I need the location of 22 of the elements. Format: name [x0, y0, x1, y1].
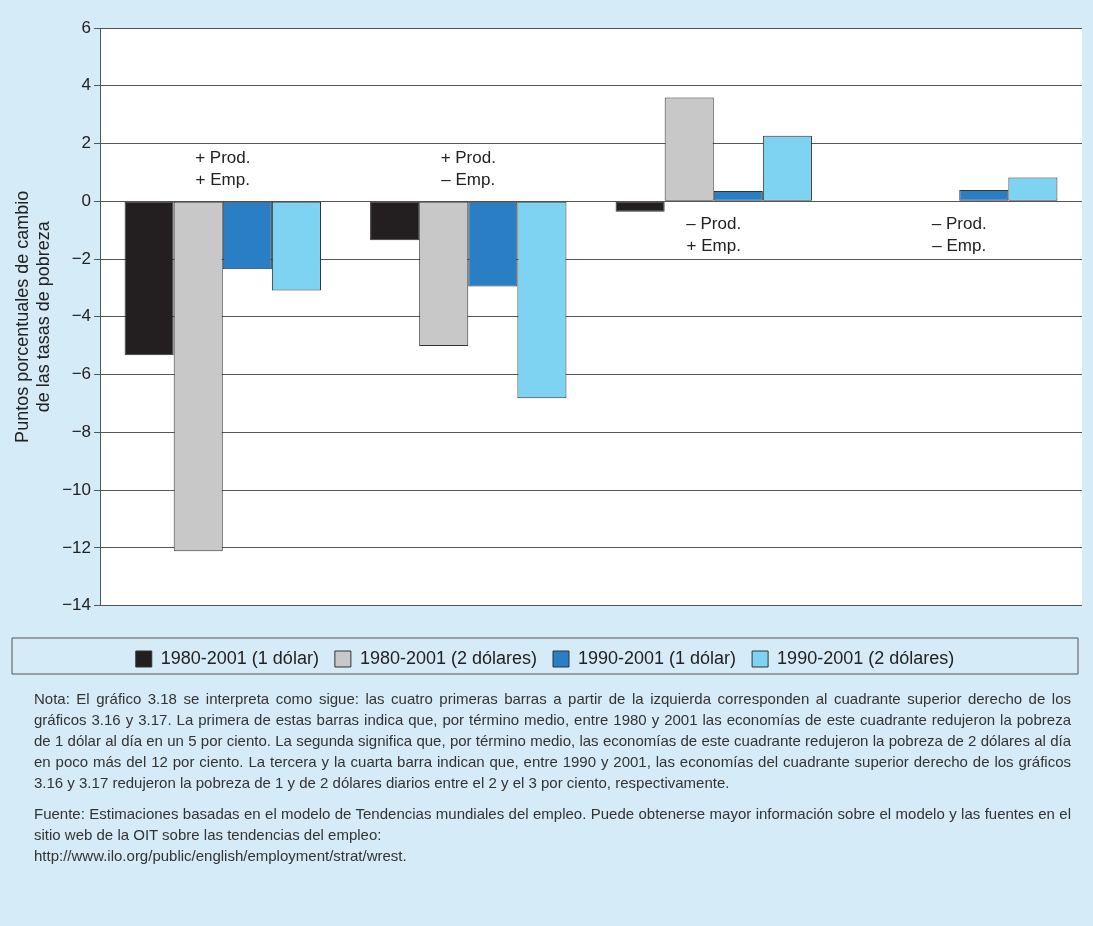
annotation: – Prod. – Emp. [931, 213, 987, 255]
y-tick-label: −2 [71, 248, 92, 268]
annotation: + Prod. – Emp. [440, 147, 496, 189]
y-tick-label: 4 [81, 75, 92, 95]
annotation: + Prod. + Emp. [195, 147, 251, 189]
text: Nota: El gráfico 3.18 se interpreta como sigue: las cuatro primeras barras a partir de la izquierda corresponden al cuadrante superior derecho de los gráficos 3.16 y 3.17. La primera de estas barras indica que, por término medio, entre 1980 y 2001 las economías de este cuadrante redujeron la pobreza de 1 dólar al día en un 5 por ciento. La segunda significa que, por término medio, las economías de este cuadrante redujeron la pobreza de 2 dólares al día en poco más del 12 por ciento. La tercera y la cuarta barra indican que, entre 1990 y 2001, las economías del cuadrante superior derecho de los gráficos 3.16 y 3.17 redujeron la pobreza de 1 y de 2 dólares diarios entre el 2 y el 3 por ciento, respectivamente. [34, 689, 1071, 793]
legend-label: 1990-2001 (1 dólar) [578, 647, 737, 668]
y-tick-label: 6 [81, 17, 92, 37]
legend-label: 1980-2001 (1 dólar) [160, 647, 319, 668]
source-note: Fuente: Estimaciones basadas en el modelo de Tendencias mundiales del empleo. Puede obtenerse mayor información sobre el modelo y las fuentes en el sitio web de la OIT sobre las tendencias del empleo: http://www.ilo.org/public/english/employment/strat/wrest. [34, 804, 1071, 866]
y-tick-label: 2 [81, 133, 92, 153]
y-tick-label: 0 [81, 190, 92, 210]
y-tick-label: −10 [62, 479, 92, 499]
annotation: – Prod. + Emp. [686, 213, 742, 255]
legend-label: 1980-2001 (2 dólares) [359, 647, 538, 668]
y-tick-label: −4 [71, 306, 92, 326]
y-tick-label: −12 [62, 537, 92, 557]
y-tick-label: −14 [62, 595, 92, 615]
y-tick-label: −8 [71, 422, 92, 442]
y-axis-title: Puntos porcentuales de cambio de las tasas de pobreza [11, 190, 54, 443]
legend-label: 1990-2001 (2 dólares) [777, 647, 955, 668]
y-tick-label: −6 [71, 364, 92, 384]
